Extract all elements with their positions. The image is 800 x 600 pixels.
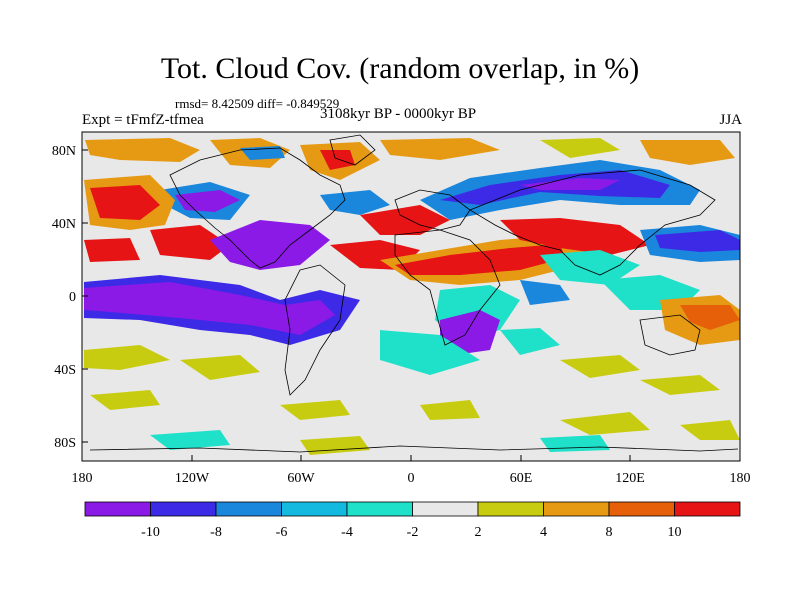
field-patch xyxy=(150,430,230,450)
lon-label-60e: 60E xyxy=(510,471,533,486)
field-patch xyxy=(560,355,640,378)
field-patch xyxy=(395,244,565,275)
coastlines xyxy=(89,134,739,453)
field-patch xyxy=(210,220,330,270)
field-patch xyxy=(84,282,335,335)
field-patch xyxy=(540,250,640,285)
field-patch xyxy=(84,345,170,370)
lat-label-40s: 40S xyxy=(54,363,76,378)
colorbar-labels: -10 -8 -6 -4 -2 2 4 8 10 xyxy=(141,525,681,540)
field-patch xyxy=(90,390,160,410)
axis-ticks xyxy=(81,149,741,461)
lon-label-180w: 180 xyxy=(72,471,93,486)
field-patch xyxy=(640,375,720,395)
lon-label-0: 0 xyxy=(408,471,415,486)
colorbar-swatch xyxy=(346,501,413,517)
colorbar-swatch xyxy=(215,501,282,517)
field-patch xyxy=(500,218,650,255)
field-patch xyxy=(540,138,620,158)
lon-label-120e: 120E xyxy=(615,471,645,486)
stats-text: rmsd= 8.42509 diff= -0.849529 xyxy=(175,96,340,111)
season-label: JJA xyxy=(719,112,742,128)
colorbar-label: 4 xyxy=(540,525,547,540)
field-patch xyxy=(500,328,560,355)
field-patch xyxy=(520,178,620,190)
field-patch xyxy=(85,138,200,162)
field-patch xyxy=(150,225,230,260)
colorbar-label: -6 xyxy=(276,525,288,540)
field-patch xyxy=(280,400,350,420)
field-patch xyxy=(540,435,610,452)
field-patch xyxy=(655,230,740,252)
map-field xyxy=(82,132,740,461)
field-patch xyxy=(640,140,735,165)
colorbar-swatch xyxy=(674,501,741,517)
colorbar-label: -8 xyxy=(210,525,222,540)
colorbar-swatch xyxy=(608,501,675,517)
field-patch xyxy=(90,185,160,220)
colorbar-label: -4 xyxy=(341,525,353,540)
colorbar-swatch xyxy=(412,501,479,517)
lat-label-80n: 80N xyxy=(52,144,76,159)
colorbar-swatch xyxy=(543,501,610,517)
lat-label-40n: 40N xyxy=(52,217,76,232)
field-patch xyxy=(680,420,740,440)
colorbar-swatch xyxy=(477,501,544,517)
lon-label-180e: 180 xyxy=(730,471,751,486)
colorbar-swatch xyxy=(84,501,151,517)
colorbar-label: 2 xyxy=(475,525,482,540)
field-patch xyxy=(380,138,500,160)
field-patch xyxy=(180,355,260,380)
field-patch xyxy=(520,280,570,305)
field-patch xyxy=(84,238,140,262)
field-patch xyxy=(440,310,500,355)
field-patch xyxy=(680,305,740,330)
lon-label-60w: 60W xyxy=(287,471,315,486)
colorbar-label: -2 xyxy=(407,525,419,540)
field-patch xyxy=(320,190,390,215)
lon-label-120w: 120W xyxy=(175,471,210,486)
experiment-label: Expt = tFmfZ-tfmea xyxy=(82,112,204,128)
lat-label-80s: 80S xyxy=(54,436,76,451)
figure-title: Tot. Cloud Cov. (random overlap, in %) xyxy=(160,52,640,85)
field-patch xyxy=(360,205,450,235)
colorbar-label: 10 xyxy=(668,525,682,540)
colorbar-swatch xyxy=(281,501,348,517)
field-patch xyxy=(420,400,480,420)
colorbar-swatch xyxy=(150,501,217,517)
colorbar-label: 8 xyxy=(606,525,613,540)
lat-label-0: 0 xyxy=(69,290,76,305)
colorbar-label: -10 xyxy=(141,525,160,540)
field-patch xyxy=(560,412,650,435)
field-patch xyxy=(300,436,370,455)
field-patch xyxy=(380,330,480,375)
period-label: 3108kyr BP - 0000kyr BP xyxy=(320,106,477,122)
field-patch xyxy=(320,150,355,170)
colorbar xyxy=(84,501,741,517)
